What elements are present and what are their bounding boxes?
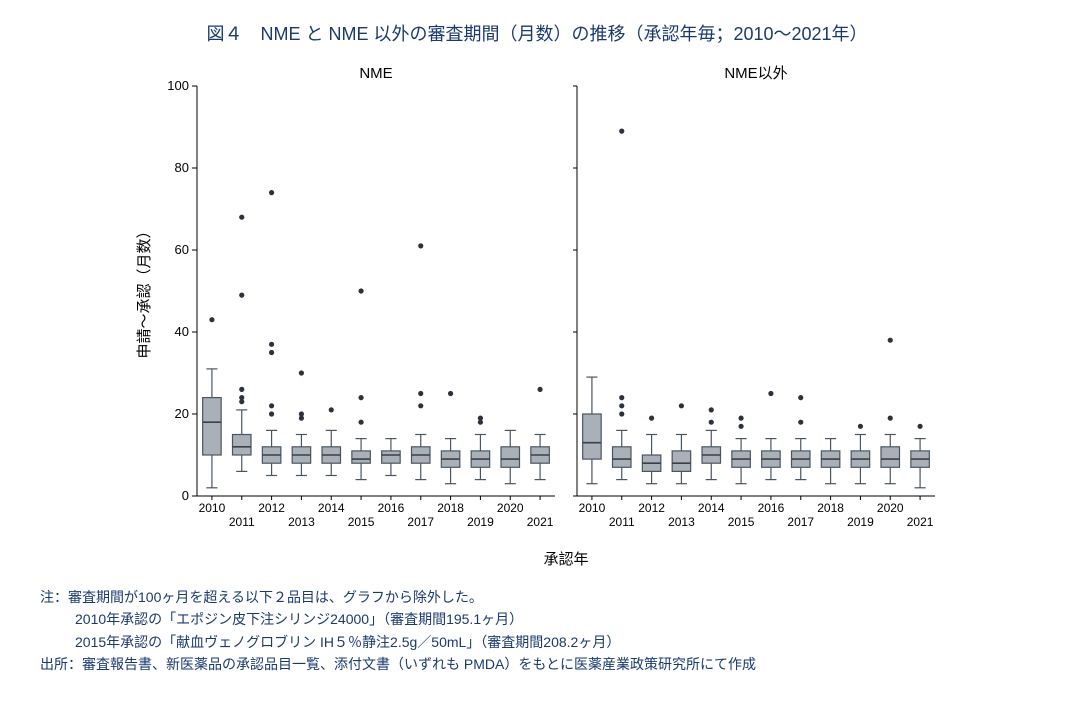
svg-text:2014: 2014 [318, 501, 345, 515]
source-label: 出所： [40, 656, 82, 672]
svg-text:40: 40 [175, 324, 189, 339]
note-line-3: 2015年承認の「献血ヴェノグロブリン IH５％静注2.5g／50mL」（審査期… [40, 631, 1034, 653]
svg-text:20: 20 [175, 406, 189, 421]
svg-text:100: 100 [167, 78, 189, 93]
svg-text:2013: 2013 [668, 515, 695, 529]
svg-text:2012: 2012 [638, 501, 665, 515]
svg-text:2015: 2015 [728, 515, 755, 529]
svg-text:2011: 2011 [609, 515, 635, 529]
svg-text:2020: 2020 [497, 501, 524, 515]
svg-text:2018: 2018 [817, 501, 844, 515]
svg-text:80: 80 [175, 160, 189, 175]
svg-text:2012: 2012 [258, 501, 285, 515]
svg-text:2015: 2015 [348, 515, 375, 529]
svg-text:2011: 2011 [229, 515, 255, 529]
svg-text:2016: 2016 [378, 501, 405, 515]
svg-text:0: 0 [182, 488, 189, 503]
source-line: 出所：審査報告書、新医薬品の承認品目一覧、添付文書（いずれも PMDA）をもとに… [40, 653, 1034, 675]
svg-text:承認年: 承認年 [543, 551, 588, 568]
svg-text:2013: 2013 [288, 515, 315, 529]
note-line-1: 注：審査期間が100ヶ月を超える以下２品目は、グラフから除外した。 [40, 586, 1034, 608]
chart-container: 020406080100申請～承認（月数）NMENME以外承認年20102011… [127, 56, 947, 576]
note-line-2: 2010年承認の「エポジン皮下注シリンジ24000」（審査期間195.1ヶ月） [40, 608, 1034, 630]
svg-text:2020: 2020 [877, 501, 904, 515]
svg-text:2021: 2021 [907, 515, 934, 529]
source-text: 審査報告書、新医薬品の承認品目一覧、添付文書（いずれも PMDA）をもとに医薬産… [82, 656, 756, 672]
svg-text:2014: 2014 [698, 501, 725, 515]
svg-text:2018: 2018 [437, 501, 464, 515]
note-label: 注： [40, 589, 68, 605]
footnote-block: 注：審査期間が100ヶ月を超える以下２品目は、グラフから除外した。 2010年承… [40, 586, 1034, 676]
svg-text:2010: 2010 [579, 501, 606, 515]
svg-text:2017: 2017 [787, 515, 814, 529]
svg-text:NME以外: NME以外 [724, 65, 787, 82]
svg-text:2010: 2010 [199, 501, 226, 515]
svg-text:申請～承認（月数）: 申請～承認（月数） [136, 223, 153, 358]
svg-text:2019: 2019 [847, 515, 874, 529]
svg-text:60: 60 [175, 242, 189, 257]
svg-text:2016: 2016 [758, 501, 785, 515]
svg-text:NME: NME [359, 65, 392, 82]
note-text-1: 審査期間が100ヶ月を超える以下２品目は、グラフから除外した。 [68, 589, 483, 605]
svg-text:2019: 2019 [467, 515, 494, 529]
boxplot-chart: 020406080100申請～承認（月数）NMENME以外承認年20102011… [127, 56, 947, 576]
svg-text:2021: 2021 [527, 515, 554, 529]
svg-text:2017: 2017 [407, 515, 434, 529]
figure-title: 図４ NME と NME 以外の審査期間（月数）の推移（承認年毎；2010～20… [20, 20, 1054, 46]
